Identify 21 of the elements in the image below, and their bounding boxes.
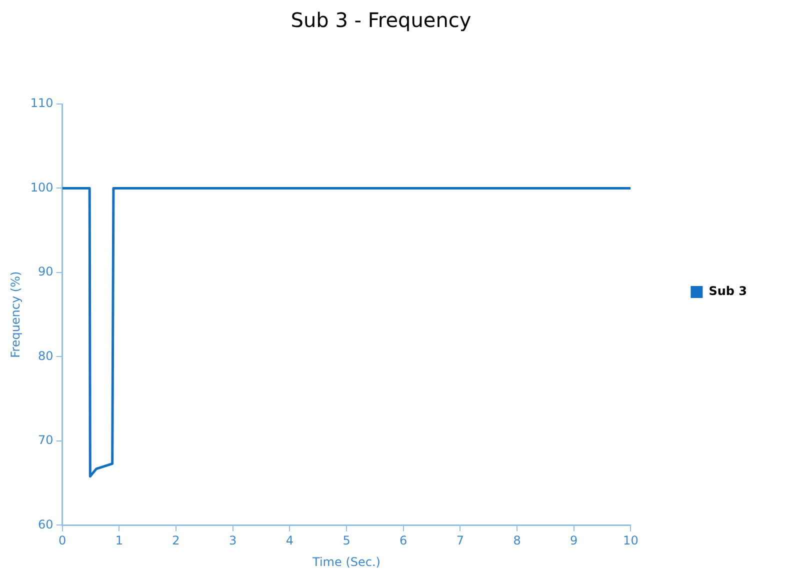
x-axis-title: Time (Sec.) [312,554,380,569]
x-tick-label: 6 [400,534,408,548]
x-tick-label: 10 [623,534,638,548]
y-tick-label: 60 [38,517,54,532]
y-axis-title: Frequency (%) [8,271,22,358]
x-tick-label: 7 [456,534,464,548]
x-tick-label: 0 [58,534,66,548]
y-tick-label: 110 [30,96,54,110]
y-tick-label: 90 [38,264,54,279]
x-tick-label: 8 [513,534,521,548]
y-tick-label: 80 [38,348,54,363]
x-tick-label: 9 [570,534,578,548]
x-tick-label: 3 [229,534,237,548]
chart-title: Sub 3 - Frequency [290,8,472,32]
y-tick-label: 70 [38,433,54,448]
x-tick-label: 4 [286,534,294,548]
legend-label: Sub 3 [708,284,748,298]
x-tick-label: 2 [172,534,180,548]
x-tick-label: 1 [115,534,123,548]
y-tick-label: 100 [30,180,54,194]
x-tick-label: 5 [342,534,350,548]
